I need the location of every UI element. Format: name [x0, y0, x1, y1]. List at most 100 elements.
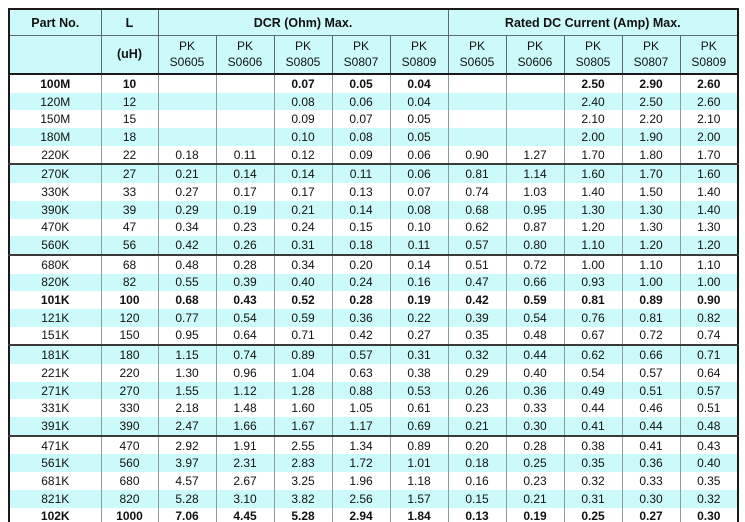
dcr-value-cell: 0.77	[157, 308, 216, 327]
rated-current-value-cell: 2.00	[563, 128, 623, 146]
dcr-value-cell: 0.06	[331, 92, 390, 111]
part-no-cell: 820K	[9, 273, 101, 292]
rated-current-value-cell: 0.25	[505, 454, 565, 473]
rated-current-value-cell: 0.51	[679, 399, 739, 418]
rated-current-value-cell: 2.10	[679, 110, 739, 129]
l-value-cell: 270	[100, 381, 158, 400]
part-no-cell: 471K	[9, 435, 101, 455]
rated-current-value-cell: 1.27	[505, 145, 565, 166]
dcr-value-cell: 2.94	[331, 507, 390, 522]
rated-current-value-cell: 2.60	[679, 74, 739, 93]
rated-current-value-cell	[447, 110, 507, 129]
l-value-cell: 56	[100, 236, 158, 256]
rated-current-value-cell: 0.33	[505, 399, 565, 418]
l-value-cell: 10	[100, 74, 158, 93]
dcr-value-cell: 0.36	[331, 308, 390, 327]
rated-current-value-cell: 0.76	[563, 308, 623, 327]
col-header-rated-s0809: PK S0809	[679, 35, 739, 75]
dcr-value-cell: 2.55	[273, 435, 332, 455]
dcr-value-cell: 2.47	[157, 417, 216, 437]
rated-current-value-cell: 1.40	[563, 183, 623, 201]
dcr-value-cell: 0.29	[157, 200, 216, 219]
dcr-value-cell: 0.55	[157, 273, 216, 292]
rated-current-value-cell: 0.81	[621, 308, 681, 327]
rated-current-value-cell: 0.32	[563, 472, 623, 490]
rated-current-value-cell: 1.30	[563, 200, 623, 219]
col-header-dcr-s0805: PK S0805	[273, 35, 332, 75]
col-group-dcr: DCR (Ohm) Max.	[157, 9, 449, 36]
rated-current-value-cell: 0.15	[447, 489, 507, 508]
rated-current-value-cell: 0.74	[679, 326, 739, 347]
table-row: 390K 39 0.29 0.19 0.21 0.14 0.08 0.68 0.95 1.30 1.…	[9, 200, 739, 219]
l-value-cell: 220	[100, 364, 158, 382]
rated-current-value-cell: 1.00	[563, 254, 623, 274]
dcr-value-cell: 0.18	[331, 236, 390, 256]
table-row: 270K 27 0.21 0.14 0.14 0.11 0.06 0.81 1.14 1.60 1.…	[9, 164, 739, 184]
table-row: 330K 33 0.27 0.17 0.17 0.13 0.07 0.74 1.03 1.40 1.…	[9, 183, 739, 201]
dcr-value-cell: 1.48	[215, 399, 274, 418]
rated-current-value-cell: 0.32	[447, 345, 507, 364]
dcr-value-cell: 7.06	[157, 507, 216, 522]
l-value-cell: 15	[100, 110, 158, 129]
rated-current-value-cell: 0.81	[563, 291, 623, 309]
l-value-cell: 39	[100, 200, 158, 219]
rated-current-value-cell: 2.90	[621, 74, 681, 93]
dcr-value-cell: 3.82	[273, 489, 332, 508]
rated-current-value-cell: 1.40	[679, 200, 739, 219]
table-row: 120M 12 0.08 0.06 0.04 2.40 2.50 2.60	[9, 92, 739, 111]
dcr-value-cell	[157, 92, 216, 111]
dcr-value-cell: 0.24	[331, 273, 390, 292]
table-row: 820K 82 0.55 0.39 0.40 0.24 0.16 0.47 0.66 0.93 1.…	[9, 273, 739, 292]
dcr-value-cell: 0.14	[331, 200, 390, 219]
part-no-cell: 561K	[9, 454, 101, 473]
rated-current-value-cell: 1.14	[505, 164, 565, 184]
rated-current-value-cell	[447, 92, 507, 111]
rated-current-value-cell: 0.30	[679, 507, 739, 522]
rated-current-value-cell: 1.70	[621, 164, 681, 184]
part-no-cell: 120M	[9, 92, 101, 111]
dcr-value-cell: 0.14	[389, 254, 449, 274]
rated-current-value-cell: 0.19	[505, 507, 565, 522]
rated-current-value-cell: 1.60	[563, 164, 623, 184]
dcr-value-cell: 0.28	[331, 291, 390, 309]
col-header-part-no-spacer	[9, 35, 101, 75]
dcr-value-cell: 1.60	[273, 399, 332, 418]
l-value-cell: 390	[100, 417, 158, 437]
dcr-value-cell: 0.08	[389, 200, 449, 219]
rated-current-value-cell: 0.35	[447, 326, 507, 347]
l-value-cell: 180	[100, 345, 158, 364]
dcr-value-cell: 0.71	[273, 326, 332, 347]
rated-current-value-cell: 0.67	[563, 326, 623, 347]
dcr-value-cell: 1.67	[273, 417, 332, 437]
table-row: 220K 22 0.18 0.11 0.12 0.09 0.06 0.90 1.27 1.70 1.…	[9, 145, 739, 166]
dcr-value-cell: 0.15	[331, 218, 390, 237]
rated-current-value-cell: 0.64	[679, 364, 739, 382]
rated-current-value-cell: 0.41	[621, 435, 681, 455]
dcr-value-cell: 5.28	[273, 507, 332, 522]
dcr-value-cell: 0.59	[273, 308, 332, 327]
rated-current-value-cell: 0.57	[621, 364, 681, 382]
l-value-cell: 18	[100, 128, 158, 146]
dcr-value-cell	[215, 92, 274, 111]
rated-current-value-cell: 0.51	[447, 254, 507, 274]
l-value-cell: 820	[100, 489, 158, 508]
rated-current-value-cell: 1.50	[621, 183, 681, 201]
dcr-value-cell: 0.61	[389, 399, 449, 418]
rated-current-value-cell: 0.41	[563, 417, 623, 437]
table-row: 121K 120 0.77 0.54 0.59 0.36 0.22 0.39 0.54 0.76 0…	[9, 308, 739, 327]
part-no-cell: 220K	[9, 145, 101, 166]
rated-current-value-cell: 0.40	[505, 364, 565, 382]
dcr-value-cell: 0.39	[215, 273, 274, 292]
dcr-value-cell: 1.04	[273, 364, 332, 382]
dcr-value-cell: 2.83	[273, 454, 332, 473]
dcr-value-cell: 0.88	[331, 381, 390, 400]
dcr-value-cell: 0.06	[389, 164, 449, 184]
part-no-cell: 180M	[9, 128, 101, 146]
rated-current-value-cell: 0.51	[621, 381, 681, 400]
table-row: 181K 180 1.15 0.74 0.89 0.57 0.31 0.32 0.44 0.62 0…	[9, 345, 739, 364]
table-row: 821K 820 5.28 3.10 3.82 2.56 1.57 0.15 0.21 0.31 0…	[9, 489, 739, 508]
rated-current-value-cell: 2.10	[563, 110, 623, 129]
dcr-value-cell	[157, 128, 216, 146]
dcr-value-cell: 1.30	[157, 364, 216, 382]
